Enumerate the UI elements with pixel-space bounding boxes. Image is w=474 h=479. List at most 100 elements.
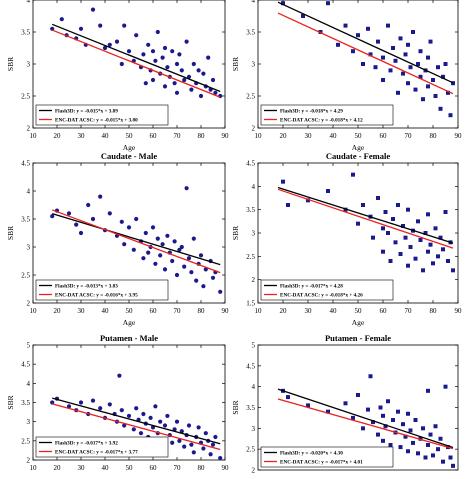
legend-entry: Flash3D: y = -0.017*x + 3.92: [55, 441, 118, 447]
data-point: [98, 406, 103, 411]
x-tick-label: 60: [150, 132, 158, 140]
legend-entry: Flash3D: y = -0.013*x + 3.83: [55, 284, 118, 290]
data-point: [388, 68, 393, 73]
data-point: [326, 189, 330, 193]
y-tick-label: 3: [252, 425, 256, 433]
data-point: [378, 405, 383, 410]
data-point: [134, 216, 139, 222]
data-point: [177, 438, 182, 443]
data-point: [381, 55, 385, 60]
data-point: [208, 452, 213, 457]
x-tick-label: 50: [126, 464, 134, 472]
data-point: [98, 194, 103, 199]
data-point: [326, 409, 330, 414]
data-point: [172, 427, 177, 432]
data-point: [431, 261, 435, 266]
x-tick-label: 90: [222, 307, 230, 315]
data-point: [411, 30, 415, 34]
data-point: [143, 81, 148, 86]
fit-line-2: [51, 29, 221, 98]
data-point: [141, 52, 146, 57]
y-tick-label: 2.5: [246, 446, 255, 454]
chart-title: Putamen - Female: [325, 333, 391, 343]
data-point: [421, 426, 425, 431]
chart-panel-2: 2 2.5 3 3.5 4 10 20 30 40 50 60 70 80 90 SBR Age Flash3D…: [231, 0, 462, 152]
x-tick-label: 80: [430, 132, 438, 140]
data-point: [122, 23, 127, 28]
y-tick-label: 2.5: [21, 437, 30, 445]
data-point: [148, 415, 153, 420]
data-point: [403, 235, 408, 240]
y-tick-label: 2: [27, 457, 31, 465]
data-point: [306, 198, 310, 203]
legend-entry: Flash3D: y = -0.015*x + 3.89: [55, 109, 118, 115]
x-tick-label: 20: [54, 132, 62, 140]
data-point: [78, 230, 84, 236]
data-point: [162, 45, 168, 51]
data-point: [368, 374, 373, 379]
data-point: [416, 219, 420, 224]
fit-line-2: [277, 398, 454, 450]
data-point: [406, 263, 410, 268]
x-tick-label: 60: [150, 307, 158, 315]
plot-data: [277, 374, 455, 468]
y-tick-label: 4: [27, 0, 31, 5]
data-point: [426, 84, 430, 89]
data-point: [126, 49, 132, 54]
x-tick-label: 60: [380, 307, 388, 315]
legend: Flash3D: y = -0.018*x + 4.29 ENC-DAT ACSC…: [260, 104, 394, 126]
data-point: [403, 434, 408, 439]
x-tick-label: 60: [150, 464, 158, 472]
data-point: [356, 393, 360, 397]
y-tick-label: 3.5: [246, 29, 255, 37]
x-tick-label: 40: [102, 132, 110, 140]
y-tick-label: 2.5: [21, 93, 30, 101]
data-point: [418, 238, 423, 242]
legend-box: [260, 446, 394, 468]
data-point: [134, 33, 139, 38]
data-point: [368, 52, 373, 57]
x-tick-label: 50: [126, 307, 134, 315]
x-tick-label: 20: [280, 307, 288, 315]
data-point: [162, 423, 168, 428]
data-point: [134, 406, 139, 411]
fit-line-1: [277, 1, 454, 84]
chart-title: Putamen - Male: [100, 333, 158, 343]
data-point: [174, 61, 180, 67]
data-point: [391, 217, 395, 221]
data-point: [396, 203, 400, 207]
data-point: [179, 429, 184, 434]
chart-panel-1: 2 2.5 3 3.5 4 10 20 30 40 50 60 70 80 90 SBR Age Flash3D…: [6, 0, 229, 152]
data-point: [146, 250, 151, 255]
data-point: [98, 23, 103, 28]
y-tick-label: 2: [252, 467, 256, 475]
data-point: [153, 261, 158, 266]
y-tick-label: 2: [252, 125, 256, 133]
data-point: [356, 221, 360, 226]
y-axis-label: SBR: [231, 57, 240, 71]
data-point: [398, 445, 403, 450]
data-point: [119, 219, 124, 224]
data-point: [143, 230, 148, 236]
data-point: [438, 235, 443, 240]
data-point: [138, 431, 144, 436]
x-tick-label: 80: [198, 464, 206, 472]
data-point: [114, 39, 120, 44]
data-point: [179, 244, 184, 250]
data-point: [383, 424, 388, 429]
data-point: [194, 278, 199, 283]
data-point: [126, 225, 132, 230]
data-point: [381, 413, 385, 418]
data-point: [398, 36, 403, 41]
data-point: [182, 77, 187, 83]
data-point: [388, 259, 393, 263]
legend: Flash3D: y = -0.013*x + 3.83 ENC-DAT ACSC…: [35, 279, 169, 301]
data-point: [155, 29, 160, 35]
data-point: [428, 242, 433, 247]
data-point: [451, 81, 455, 86]
legend-entry: ENC-DAT ACSC: y = -0.018*x + 4.26: [280, 293, 363, 299]
data-point: [191, 236, 196, 241]
legend-entry: Flash3D: y = -0.020*x + 4.30: [280, 451, 343, 457]
x-tick-label: 40: [102, 464, 110, 472]
data-point: [174, 90, 180, 95]
